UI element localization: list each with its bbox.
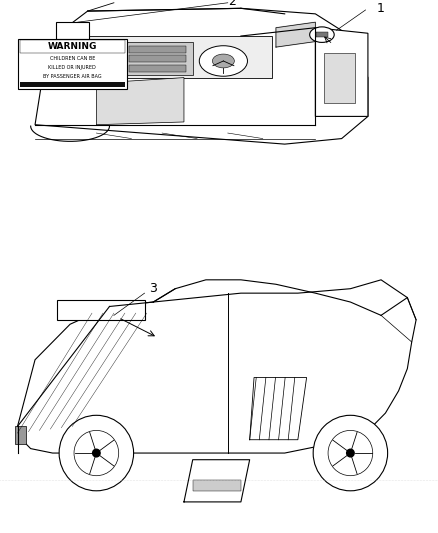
Polygon shape — [35, 9, 368, 144]
Text: 2: 2 — [228, 0, 236, 8]
Text: 1: 1 — [377, 2, 385, 15]
Bar — [15, 426, 26, 444]
Bar — [20, 40, 125, 53]
Bar — [316, 32, 328, 37]
Bar — [57, 300, 145, 320]
Bar — [324, 53, 355, 102]
Text: CHILDREN CAN BE: CHILDREN CAN BE — [49, 56, 95, 61]
Circle shape — [92, 449, 101, 457]
Bar — [129, 46, 186, 53]
Bar — [129, 65, 186, 72]
Bar — [20, 82, 125, 87]
Circle shape — [310, 27, 334, 43]
Polygon shape — [276, 22, 315, 47]
Polygon shape — [96, 78, 184, 125]
Circle shape — [199, 46, 247, 76]
Circle shape — [346, 449, 355, 457]
Text: KILLED OR INJURED: KILLED OR INJURED — [48, 65, 96, 70]
Bar — [88, 36, 272, 78]
Circle shape — [313, 415, 388, 491]
Bar — [18, 39, 127, 88]
Text: 3: 3 — [149, 282, 157, 295]
Bar — [123, 42, 193, 75]
Circle shape — [59, 415, 134, 491]
Bar — [56, 22, 88, 39]
Bar — [193, 480, 241, 491]
Bar — [129, 55, 186, 62]
Circle shape — [212, 54, 234, 68]
Polygon shape — [315, 28, 368, 116]
Text: WARNING: WARNING — [48, 42, 97, 51]
Text: BY PASSENGER AIR BAG: BY PASSENGER AIR BAG — [43, 74, 102, 79]
Polygon shape — [18, 280, 416, 453]
